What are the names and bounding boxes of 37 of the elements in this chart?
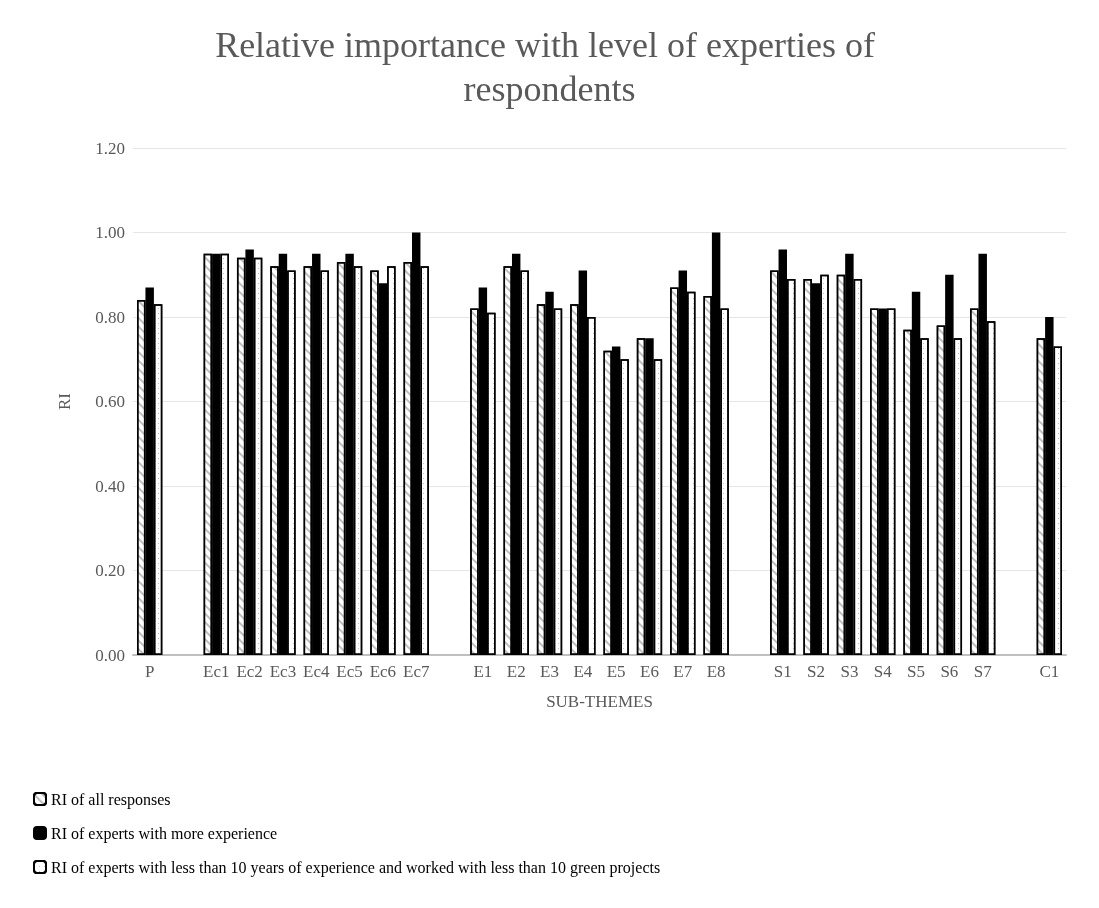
x-tick-label: C1 [1039,662,1060,681]
x-tick-label: S3 [840,662,859,681]
x-tick-label: Ec3 [269,662,297,681]
x-tick-label: S6 [940,662,959,681]
y-tick-label: 0.40 [95,476,125,496]
chart-title: Relative importance with level of experties of respondents [215,25,884,109]
y-axis-title: RI [55,392,74,410]
x-tick-label: S1 [773,662,792,681]
y-tick-label: 1.00 [95,223,125,242]
y-tick-label: 0.20 [95,561,125,580]
y-tick-label: 0.00 [95,645,125,665]
x-tick-label: E5 [606,662,626,681]
y-tick-label: 0.60 [95,392,125,411]
x-tick-label: E6 [640,662,659,681]
x-tick-label: Ec6 [369,662,397,681]
legend-label: RI of experts with more experience [51,824,278,843]
x-tick-label: E1 [473,662,493,681]
x-tick-label: S7 [973,662,993,681]
y-tick-label: 1.20 [95,138,125,158]
x-tick-label: E2 [506,662,526,681]
legend-label: RI of all responses [51,790,171,809]
x-tick-label: Ec7 [403,662,430,681]
x-tick-label: E3 [540,662,559,681]
y-tick-label: 0.80 [95,307,125,327]
x-tick-label: E8 [706,662,726,681]
x-tick-label: Ec1 [203,662,230,681]
x-tick-label: Ec2 [236,662,263,681]
x-tick-label: Ec5 [336,662,363,681]
x-tick-label: S2 [807,662,826,681]
x-tick-label: Ec4 [303,662,330,681]
x-tick-label: P [144,662,155,681]
x-axis-title: SUB-THEMES [546,692,653,711]
x-tick-label: S4 [873,662,893,681]
x-tick-label: E7 [673,662,693,681]
x-tick-label: E4 [573,662,593,681]
x-tick-label: S5 [907,662,926,681]
legend-label: RI of experts with less than 10 years of experience and worked with less than 10 green projects [51,858,661,877]
